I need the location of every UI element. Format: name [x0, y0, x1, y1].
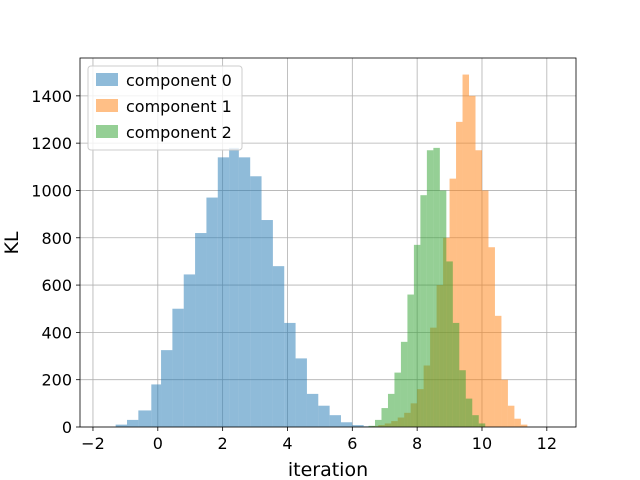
y-tick-label: 1200: [31, 134, 72, 153]
x-tick-label: 6: [347, 434, 357, 453]
histogram-bar: [217, 157, 230, 427]
histogram-bar: [272, 266, 285, 427]
x-tick-label: 8: [412, 434, 422, 453]
legend: component 0 component 1 component 2: [87, 65, 243, 151]
y-axis-label: KL: [1, 231, 23, 254]
x-tick-label: 0: [153, 434, 163, 453]
histogram-bar: [195, 233, 207, 427]
histogram-bar: [352, 425, 364, 427]
legend-label: component 2: [126, 123, 232, 142]
histogram-bar: [368, 425, 376, 427]
histogram-bar: [172, 308, 184, 427]
histogram-bar: [420, 195, 427, 427]
histogram-bar: [514, 418, 521, 427]
histogram-bar: [238, 157, 251, 427]
histogram-bar: [469, 95, 476, 427]
histogram-bar: [387, 393, 395, 427]
histogram-bar: [284, 322, 296, 427]
histogram-bar: [413, 244, 421, 427]
histogram-bar: [433, 147, 440, 427]
histogram-bar: [250, 176, 262, 427]
legend-swatch: [96, 73, 118, 86]
histogram-bar: [183, 274, 196, 427]
histogram-bar: [494, 315, 502, 427]
histogram-bar: [138, 410, 152, 427]
series-2: [368, 147, 486, 427]
histogram-bar: [507, 405, 515, 427]
y-tick-label: 200: [41, 371, 72, 390]
histogram-bar: [115, 424, 128, 427]
histogram-bars: [115, 74, 528, 428]
y-tick-label: 400: [41, 323, 72, 342]
histogram-bar: [407, 294, 414, 427]
histogram-bar: [488, 247, 495, 427]
histogram-bar: [318, 405, 330, 427]
x-tick-label: 12: [537, 434, 557, 453]
y-tick-label: 600: [41, 276, 72, 295]
histogram-bar: [478, 423, 486, 427]
plot-frame: [79, 57, 577, 428]
histogram-bar: [446, 261, 453, 427]
histogram-bar: [329, 415, 341, 427]
series-0: [115, 147, 376, 427]
legend-label: component 1: [126, 97, 232, 116]
x-axis-label: iteration: [288, 459, 368, 480]
histogram-bar: [520, 424, 528, 427]
y-tick-label: 800: [41, 229, 72, 248]
y-tick-label: 0: [62, 418, 72, 437]
y-tick-label: 1000: [31, 181, 72, 200]
histogram-bar: [381, 408, 388, 427]
x-tick-label: 10: [472, 434, 492, 453]
histogram-bar: [340, 422, 353, 427]
histogram-bar: [462, 74, 470, 428]
histogram-bar: [375, 419, 382, 427]
legend-swatch: [96, 99, 118, 112]
x-axis-ticks: −2 0 2 4 6 8 10 12: [81, 427, 557, 453]
histogram-bar: [472, 415, 479, 427]
y-tick-label: 1400: [31, 87, 72, 106]
legend-label: component 0: [126, 71, 232, 90]
y-axis-ticks: 0 200 400 600 800 1000 1200 1400: [31, 87, 80, 437]
histogram-bar: [459, 370, 466, 427]
histogram-bar: [229, 147, 239, 427]
legend-swatch: [96, 125, 118, 138]
histogram-bar: [394, 372, 401, 427]
histogram-bar: [501, 379, 508, 427]
histogram-bar: [295, 358, 307, 427]
legend-box: [87, 65, 243, 151]
histogram-bar: [306, 393, 319, 427]
histogram-bar: [452, 322, 460, 427]
x-tick-label: −2: [81, 434, 105, 453]
histogram-bar: [426, 150, 434, 427]
histogram-bar: [151, 384, 162, 427]
histogram-bar: [261, 220, 273, 427]
histogram-bar: [475, 150, 482, 427]
histogram-bar: [161, 350, 173, 427]
histogram-bar: [456, 121, 463, 427]
histogram-bar: [439, 190, 447, 427]
histogram-bar: [206, 197, 218, 427]
histogram-bar: [465, 398, 473, 427]
histogram-bar: [400, 341, 408, 427]
x-tick-label: 4: [282, 434, 292, 453]
histogram-bar: [449, 178, 457, 427]
x-tick-label: 2: [218, 434, 228, 453]
histogram-bar: [127, 419, 139, 427]
histogram-bar: [481, 190, 489, 427]
